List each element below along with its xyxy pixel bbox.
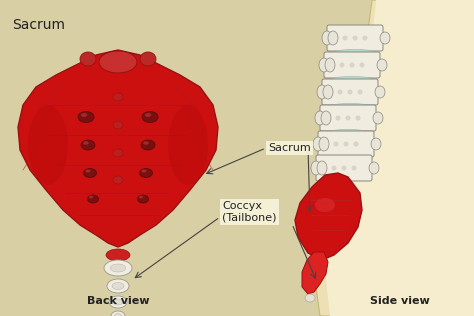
Ellipse shape xyxy=(336,116,340,120)
FancyBboxPatch shape xyxy=(320,105,376,131)
Ellipse shape xyxy=(99,51,137,73)
Polygon shape xyxy=(326,0,474,316)
Ellipse shape xyxy=(356,116,361,120)
Ellipse shape xyxy=(83,168,97,178)
Ellipse shape xyxy=(371,138,381,150)
Text: Sacrum: Sacrum xyxy=(268,143,311,153)
Ellipse shape xyxy=(107,279,129,293)
Ellipse shape xyxy=(323,85,333,99)
Ellipse shape xyxy=(85,169,91,173)
Ellipse shape xyxy=(81,140,95,150)
Ellipse shape xyxy=(341,166,346,171)
Ellipse shape xyxy=(113,299,123,305)
Text: Back view: Back view xyxy=(87,296,149,306)
Ellipse shape xyxy=(113,176,123,184)
FancyBboxPatch shape xyxy=(316,155,372,181)
Polygon shape xyxy=(295,173,362,260)
Ellipse shape xyxy=(145,113,151,117)
Ellipse shape xyxy=(313,137,323,151)
Ellipse shape xyxy=(78,112,94,123)
Polygon shape xyxy=(315,0,474,316)
Ellipse shape xyxy=(377,59,387,71)
Ellipse shape xyxy=(380,32,390,44)
Ellipse shape xyxy=(328,31,338,45)
Ellipse shape xyxy=(113,149,123,157)
Ellipse shape xyxy=(347,89,353,94)
Ellipse shape xyxy=(315,198,335,212)
Ellipse shape xyxy=(317,85,327,99)
Ellipse shape xyxy=(81,113,87,117)
Ellipse shape xyxy=(104,260,132,276)
Ellipse shape xyxy=(319,58,329,72)
FancyBboxPatch shape xyxy=(327,25,383,51)
FancyBboxPatch shape xyxy=(322,79,378,105)
Ellipse shape xyxy=(333,50,377,57)
Ellipse shape xyxy=(139,196,143,198)
Ellipse shape xyxy=(328,104,372,111)
Ellipse shape xyxy=(305,294,315,302)
Ellipse shape xyxy=(113,93,123,101)
Ellipse shape xyxy=(357,89,363,94)
Ellipse shape xyxy=(339,63,345,68)
Ellipse shape xyxy=(326,130,370,137)
FancyBboxPatch shape xyxy=(324,52,380,78)
Text: Sacrum: Sacrum xyxy=(12,18,65,32)
Ellipse shape xyxy=(331,166,337,171)
Ellipse shape xyxy=(114,313,122,316)
Ellipse shape xyxy=(112,283,124,289)
Ellipse shape xyxy=(375,86,385,98)
Ellipse shape xyxy=(346,116,350,120)
Ellipse shape xyxy=(111,311,125,316)
Ellipse shape xyxy=(344,142,348,147)
Ellipse shape xyxy=(142,112,158,123)
Text: Coccyx
(Tailbone): Coccyx (Tailbone) xyxy=(222,201,276,223)
Ellipse shape xyxy=(311,161,321,175)
Ellipse shape xyxy=(141,140,155,150)
Ellipse shape xyxy=(88,195,99,203)
Ellipse shape xyxy=(334,142,338,147)
Polygon shape xyxy=(18,50,218,247)
Ellipse shape xyxy=(321,111,331,125)
Ellipse shape xyxy=(363,35,367,40)
Ellipse shape xyxy=(343,35,347,40)
Ellipse shape xyxy=(315,111,325,125)
Ellipse shape xyxy=(83,141,89,145)
Polygon shape xyxy=(302,252,328,294)
Ellipse shape xyxy=(80,52,96,66)
Ellipse shape xyxy=(373,112,383,124)
Ellipse shape xyxy=(113,121,123,129)
Ellipse shape xyxy=(109,296,127,308)
Ellipse shape xyxy=(369,162,379,174)
Ellipse shape xyxy=(137,195,148,203)
Ellipse shape xyxy=(354,142,358,147)
Ellipse shape xyxy=(352,166,356,171)
FancyBboxPatch shape xyxy=(318,131,374,157)
Ellipse shape xyxy=(168,105,208,185)
Ellipse shape xyxy=(324,155,368,162)
Ellipse shape xyxy=(28,105,68,185)
Ellipse shape xyxy=(140,52,156,66)
Ellipse shape xyxy=(330,76,374,83)
Ellipse shape xyxy=(106,249,130,261)
Ellipse shape xyxy=(317,161,327,175)
Ellipse shape xyxy=(89,196,93,198)
Ellipse shape xyxy=(139,168,153,178)
Ellipse shape xyxy=(325,58,335,72)
Ellipse shape xyxy=(359,63,365,68)
Ellipse shape xyxy=(319,137,329,151)
Ellipse shape xyxy=(322,31,332,45)
Ellipse shape xyxy=(141,169,146,173)
Ellipse shape xyxy=(337,89,343,94)
Text: Side view: Side view xyxy=(370,296,430,306)
Ellipse shape xyxy=(143,141,149,145)
Ellipse shape xyxy=(353,35,357,40)
Ellipse shape xyxy=(349,63,355,68)
Ellipse shape xyxy=(110,264,126,272)
